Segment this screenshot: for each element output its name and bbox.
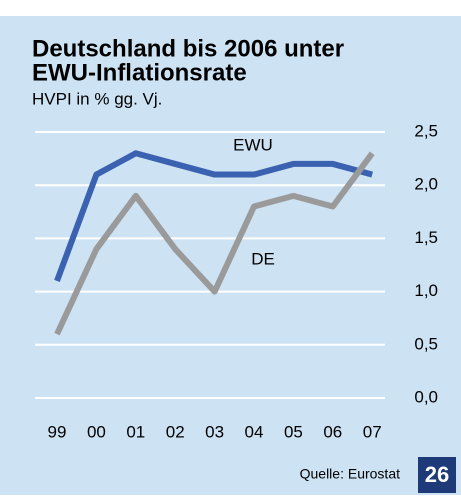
- series-label: DE: [251, 249, 275, 268]
- x-tick-label: 05: [284, 422, 303, 441]
- y-tick-label: 2,5: [414, 121, 438, 140]
- series-label: EWU: [233, 135, 273, 154]
- series-line: [54, 151, 375, 336]
- x-tick-label: 02: [166, 422, 185, 441]
- x-tick-label: 01: [126, 422, 145, 441]
- y-tick-label: 1,0: [414, 281, 438, 300]
- x-tick-label: 06: [323, 422, 342, 441]
- source: Quelle: Eurostat: [300, 466, 400, 482]
- y-tick-label: 1,5: [414, 228, 438, 247]
- y-tick-label: 0,0: [414, 387, 438, 406]
- chart-title: Deutschland bis 2006 unter: [32, 35, 344, 62]
- x-tick-label: 07: [363, 422, 382, 441]
- x-tick-label: 00: [87, 422, 106, 441]
- y-tick-label: 0,5: [414, 334, 438, 353]
- y-tick-label: 2,0: [414, 175, 438, 194]
- series-line: [54, 150, 373, 283]
- x-tick-label: 03: [205, 422, 224, 441]
- x-tick-label: 04: [245, 422, 264, 441]
- chart-subtitle: HVPI in % gg. Vj.: [32, 89, 162, 108]
- page-number-box: [418, 457, 456, 493]
- chart-title: EWU-Inflationsrate: [32, 59, 247, 86]
- x-tick-label: 99: [48, 422, 67, 441]
- page-number: 26: [425, 462, 449, 487]
